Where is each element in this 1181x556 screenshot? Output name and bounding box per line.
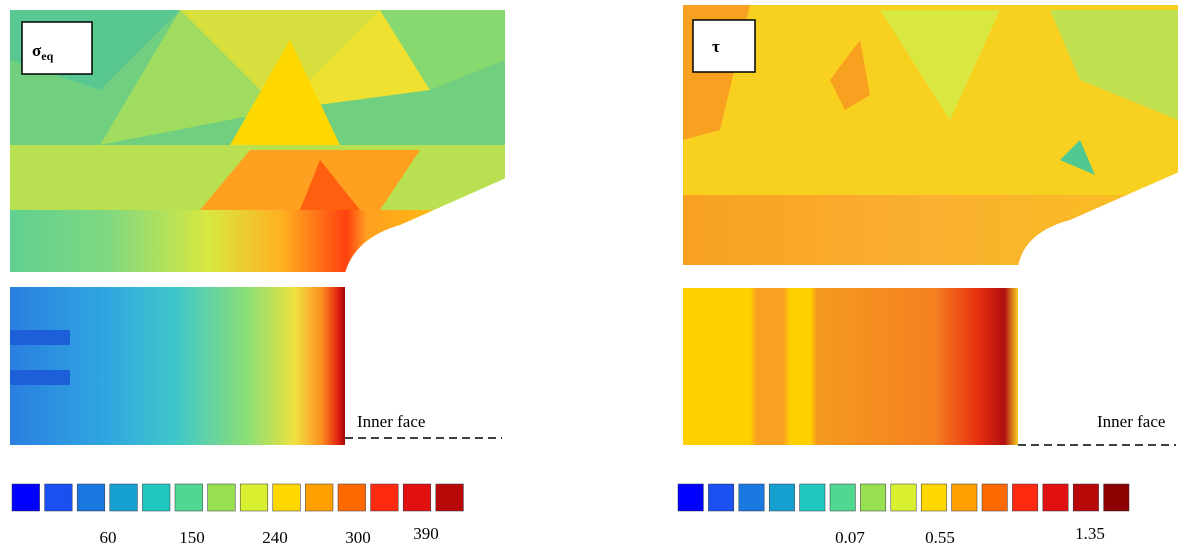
color-swatch [799,483,826,512]
mesh-cell [880,10,1000,120]
color-swatch [142,483,171,512]
color-swatch [435,483,464,512]
color-swatch [305,483,334,512]
label-box [21,21,93,75]
mesh-cell [200,150,420,210]
color-swatch [1012,483,1039,512]
panel-right: τ Inner face [683,5,1179,446]
scale-label: 1.35 [1075,524,1105,543]
mesh-cell [1060,140,1095,175]
color-swatch [11,483,40,512]
label-subscript: eq [41,49,53,63]
mesh-cell [10,330,70,385]
notch [1018,172,1179,266]
color-swatch [109,483,138,512]
label-symbol: σ [32,41,42,60]
scale-label: 0.55 [925,528,955,547]
color-swatch [920,483,947,512]
color-swatch [370,483,399,512]
colorbars [11,483,1130,512]
color-swatch [272,483,301,512]
scale-label: 0.07 [835,528,865,547]
color-swatch [981,483,1008,512]
color-swatch [860,483,887,512]
mesh-cell [380,10,505,90]
panel-left: σeq Inner face [10,10,506,445]
mesh-cell [1050,10,1178,120]
scale-label: 60 [100,528,117,547]
color-swatch [890,483,917,512]
color-swatch [951,483,978,512]
color-swatch [677,483,704,512]
scale-label: 390 [413,524,439,543]
scale-label: 300 [345,528,371,547]
mesh-strip [10,287,345,445]
scale-label: 240 [262,528,288,547]
color-swatch [1042,483,1069,512]
color-swatch [44,483,73,512]
mesh-cell [830,40,870,110]
panel-label: σeq [32,41,54,63]
mesh-cell [300,160,360,210]
mesh-strip [683,288,1018,445]
color-swatch [239,483,269,512]
color-swatch [1103,483,1130,512]
notch [345,178,506,273]
mesh-cell [230,40,340,145]
scale-label: 150 [179,528,205,547]
color-swatch [337,483,366,512]
color-swatch [768,483,795,512]
color-swatch [174,483,203,512]
color-swatch [207,483,236,512]
color-swatch [402,483,432,512]
mesh-cell [100,10,280,145]
color-swatch [829,483,856,512]
label-box [692,19,756,73]
panel-label: τ [712,37,720,56]
color-swatch [738,483,765,512]
color-swatch [1072,483,1099,512]
annotation: Inner face [1097,412,1165,431]
annotation: Inner face [357,412,425,431]
color-swatch [708,483,735,512]
scale-labels: 60 150 240 300 390 0.07 0.55 1.35 [100,524,1105,547]
mesh-cell [280,10,430,110]
color-swatch [76,483,106,512]
